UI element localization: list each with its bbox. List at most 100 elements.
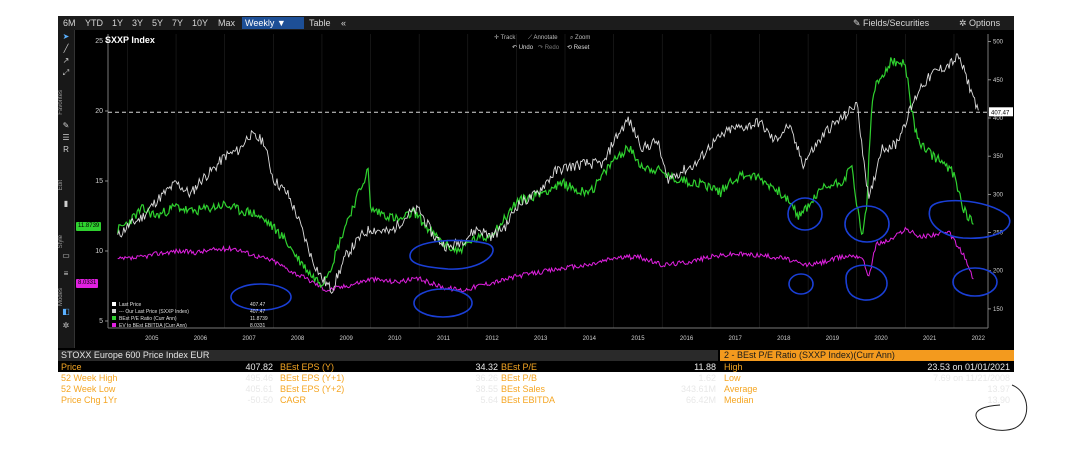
stat-value: 407.82: [245, 362, 273, 372]
redo-button[interactable]: ↷ Redo: [538, 44, 560, 51]
fields-securities-button[interactable]: ✎ Fields/Securities: [853, 18, 930, 28]
annotation-circle-2019-ev: [788, 273, 814, 295]
delete-tool-icon[interactable]: ▮: [63, 199, 69, 208]
cursor-icon[interactable]: ➤: [62, 32, 70, 41]
collapse-button[interactable]: «: [341, 18, 347, 28]
stat-label: Low: [724, 373, 741, 383]
left-axis: 25 20 15 10 5: [95, 34, 109, 328]
right-tick-label: 450: [993, 78, 1004, 84]
x-tick-label: 2009: [340, 336, 354, 342]
right-tick-label: 500: [993, 40, 1004, 46]
annotation-circle-median: [975, 384, 1028, 431]
zoom-button[interactable]: ⌕ Zoom: [570, 35, 590, 41]
line-tool-icon[interactable]: ╱: [63, 44, 69, 53]
stat-label: 52 Week High: [61, 373, 118, 383]
x-tick-label: 2010: [388, 336, 402, 342]
ray-tool-icon[interactable]: ↗: [62, 56, 70, 65]
stat-label: BEst EPS (Y+2): [280, 384, 345, 394]
stat-label: Average: [724, 384, 758, 394]
annotation-circle-2019-pe: [787, 197, 823, 231]
right-tick-label: 400: [993, 116, 1004, 122]
text-tool-icon[interactable]: R: [63, 145, 69, 154]
reset-button[interactable]: ⟲ Reset: [567, 45, 590, 51]
stat-label: BEst P/E: [501, 362, 538, 372]
stat-label: Median: [724, 395, 754, 405]
range-3y-button[interactable]: 3Y: [132, 18, 144, 28]
range-7y-button[interactable]: 7Y: [172, 18, 184, 28]
annotation-circle-2020-ev: [845, 264, 888, 301]
pe-axis-badge: 11.8739: [76, 222, 102, 231]
legend-item: EV to BEst EBITDA (Curr Ann) 8.0331: [112, 323, 265, 329]
right-tick-label: 300: [993, 192, 1004, 198]
range-6m-button[interactable]: 6M: [63, 18, 76, 28]
x-tick-label: 2017: [729, 336, 743, 342]
stat-value: 13.90: [987, 395, 1010, 405]
x-tick-label: 2015: [631, 336, 645, 342]
stat-value: 36.26: [475, 373, 498, 383]
x-tick-label: 2016: [680, 336, 694, 342]
x-tick-label: 2014: [583, 336, 597, 342]
settings-tool-icon[interactable]: ✲: [62, 321, 70, 330]
annotation-circle-2008: [230, 283, 292, 311]
stats-table: Price 407.82 BEst EPS (Y) 34.32 BEst P/E 11.8…: [58, 350, 1014, 430]
chart-svg: 2005 2006 2007 2008 2009 2010 2011 2012 2013 2014…: [95, 32, 1013, 342]
stat-value: 23.53 on 01/01/2021: [927, 362, 1010, 372]
x-tick-label: 2021: [923, 336, 937, 342]
range-5y-button[interactable]: 5Y: [152, 18, 164, 28]
range-max-button[interactable]: Max: [218, 18, 236, 28]
options-button[interactable]: ✲ Options: [959, 18, 1001, 28]
stat-value: 7.69 on 11/21/2008: [933, 373, 1010, 383]
annotations: [230, 197, 1011, 318]
table-button[interactable]: Table: [309, 18, 331, 28]
right-tick-label: 200: [993, 269, 1004, 275]
annotation-circle-2022-pe: [928, 199, 1011, 239]
stat-value: 66.42M: [685, 395, 716, 405]
stat-label: BEst EPS (Y+1): [280, 373, 345, 383]
series-pe-ratio-line: [117, 57, 974, 289]
x-tick-label: 2013: [534, 336, 548, 342]
layers-tool-icon[interactable]: ≡: [63, 269, 69, 278]
track-button[interactable]: ✛ Track: [494, 34, 516, 41]
stat-panel-title[interactable]: 2 - BEst P/E Ratio (SXXP Index)(Curr Ann…: [720, 350, 1014, 361]
x-tick-label: 2018: [777, 336, 791, 342]
legend-item: BEst P/E Ratio (Curr Ann) 11.8739: [112, 316, 268, 322]
range-10y-button[interactable]: 10Y: [192, 18, 209, 28]
series-last-price-line: [117, 53, 979, 295]
color-tool-icon[interactable]: ▭: [62, 251, 70, 260]
left-tick-label: 10: [95, 248, 103, 255]
stat-value: 5.64: [480, 395, 498, 405]
annotate-button[interactable]: ⟋ Annotate: [528, 34, 558, 41]
stat-value: 343.61M: [680, 384, 716, 394]
brush-tool-icon[interactable]: ✎: [62, 121, 70, 130]
annotation-circle-2011-pe: [409, 239, 494, 270]
x-tick-label: 2011: [437, 336, 451, 342]
x-tick-label: 2007: [242, 336, 256, 342]
stat-label: BEst EBITDA: [501, 395, 556, 405]
undo-button[interactable]: ↶ Undo: [512, 44, 534, 51]
margin-annotation-svg: [975, 384, 1028, 431]
legend-item: --- Our Last Price (SXXP Index) 407.47: [112, 309, 265, 315]
stat-value: 405.61: [245, 384, 273, 394]
stat-label: 52 Week Low: [61, 384, 116, 394]
pencil-chart-icon: ✎: [853, 18, 864, 28]
annotation-circle-2020-pe: [844, 205, 890, 243]
right-tick-label: 150: [993, 307, 1004, 313]
range-1y-button[interactable]: 1Y: [112, 18, 124, 28]
stat-label: BEst EPS (Y): [280, 362, 335, 372]
stat-value: 13.97: [987, 384, 1010, 394]
range-ytd-button[interactable]: YTD: [85, 18, 103, 28]
trend-tool-icon[interactable]: ⤢: [62, 68, 70, 77]
table-title: STOXX Europe 600 Price Index EUR: [58, 350, 718, 361]
last-price-axis-label: 407.47: [991, 110, 1010, 116]
stat-value: 495.46: [245, 373, 273, 383]
weekly-dropdown[interactable]: Weekly ▼: [242, 17, 304, 29]
mode-tool-icon[interactable]: ◧: [62, 307, 70, 316]
fib-tool-icon[interactable]: ☰: [62, 133, 70, 142]
right-tick-label: 350: [993, 154, 1004, 160]
last-price-axis-badge: [989, 107, 1013, 117]
x-tick-label: 2019: [826, 336, 840, 342]
stat-label: Price Chg 1Yr: [61, 395, 118, 405]
x-tick-label: 2006: [194, 336, 208, 342]
series-ev-ebitda-line: [117, 226, 974, 293]
stat-label: BEst Sales: [501, 384, 546, 394]
